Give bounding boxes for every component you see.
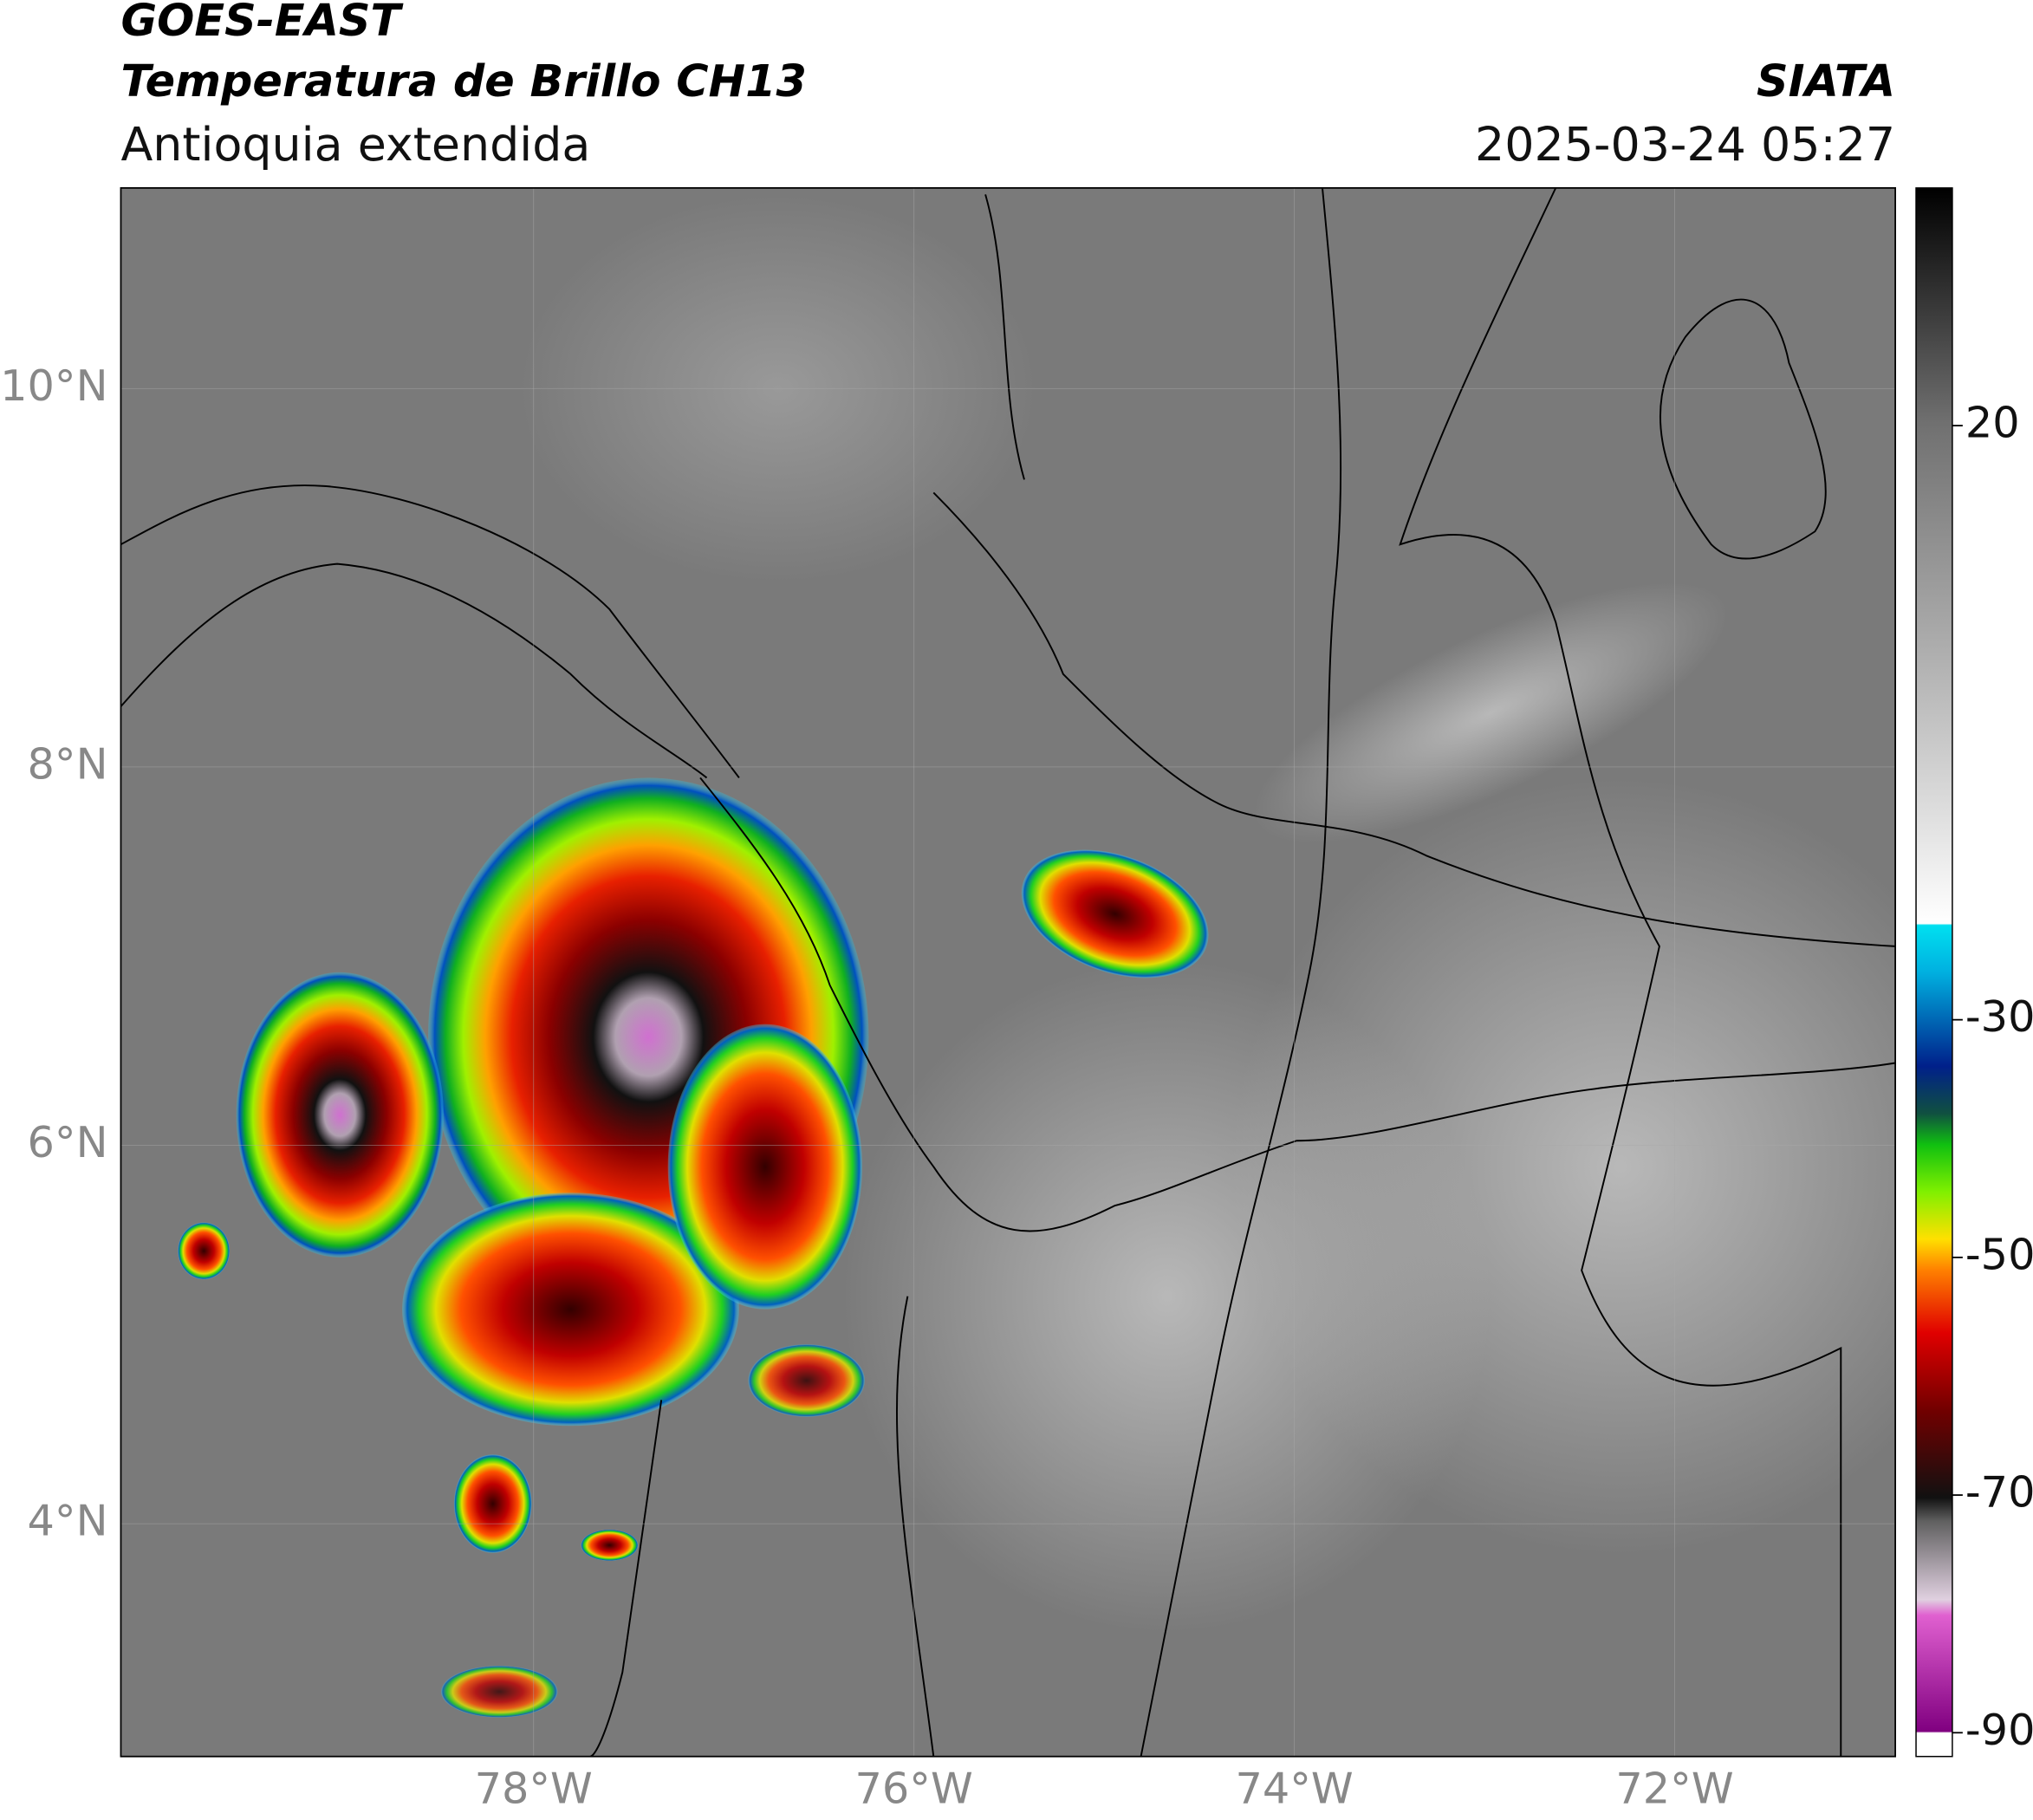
border [699, 777, 1896, 1232]
colorbar-tick-label: 20 [1965, 398, 2020, 448]
region: Antioquia extendida [120, 117, 590, 172]
storm-cloud [178, 1222, 231, 1280]
colorbar-tick-label: -30 [1965, 991, 2033, 1042]
title: GOES-EAST [120, 0, 404, 46]
y-tick-label: 6°N [28, 1117, 108, 1167]
border [1399, 187, 1842, 1757]
borders [120, 187, 1896, 1757]
map-frame [120, 186, 1896, 1758]
border [589, 194, 1025, 1757]
storm-cloud [1021, 849, 1209, 978]
source: SIATA [1757, 55, 1895, 107]
y-tick-label: 4°N [28, 1496, 108, 1546]
y-tick-label: 10°N [0, 361, 107, 411]
cloud [1253, 582, 1729, 843]
cloud [842, 959, 1491, 1634]
datetime: 2025-03-24 05:27 [1475, 117, 1895, 172]
storm-cloud [581, 1529, 639, 1561]
grid [120, 187, 1896, 1757]
x-tick-label: 72°W [1615, 1764, 1733, 1814]
storm-cloud [453, 1454, 532, 1553]
subtitle: Temperatura de Brillo CH13 [120, 55, 806, 107]
colorbar-tick-label: -50 [1965, 1229, 2033, 1279]
border [932, 491, 1896, 947]
colorbar-tick-label: -70 [1965, 1467, 2033, 1518]
x-tick-label: 76°W [855, 1764, 973, 1814]
map-image [120, 187, 1896, 1757]
storm-cloud [667, 1024, 863, 1310]
colorbar-tick-label: -90 [1965, 1705, 2033, 1755]
x-tick-label: 74°W [1235, 1764, 1353, 1814]
colorbar [1915, 187, 1953, 1758]
border [1140, 187, 1342, 1757]
x-tick-label: 78°W [475, 1764, 593, 1814]
coastline [1659, 298, 1827, 560]
storm-cloud [402, 1193, 739, 1427]
storm-cloud [748, 1344, 865, 1417]
coastline [120, 484, 740, 779]
storm-cloud [236, 972, 444, 1258]
y-tick-label: 8°N [28, 738, 108, 789]
storm-cloud [440, 1666, 558, 1718]
